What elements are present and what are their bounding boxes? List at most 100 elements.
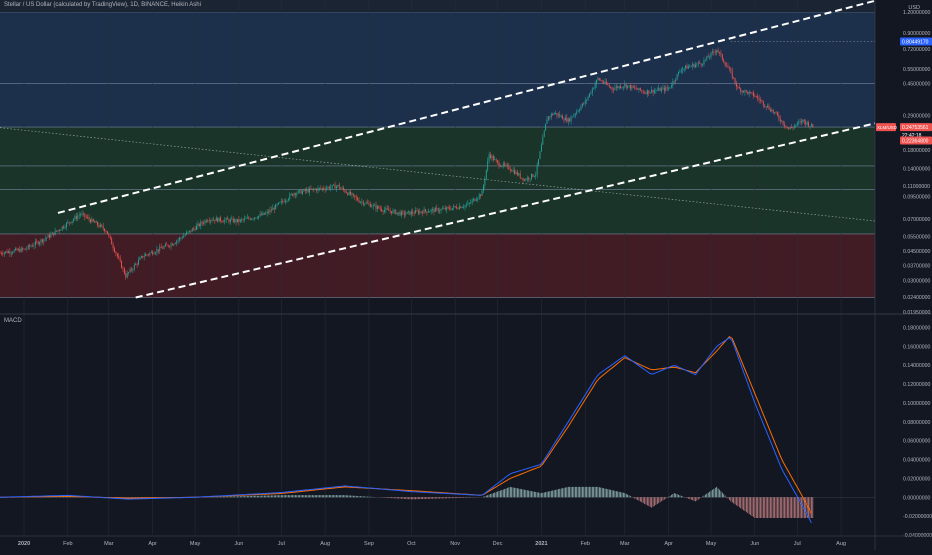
macd-axis[interactable]: 0.180000000.160000000.140000000.12000000… bbox=[903, 325, 932, 539]
candle-body bbox=[655, 90, 656, 91]
candle-body bbox=[603, 82, 604, 83]
candle-body bbox=[624, 84, 625, 86]
candle-body bbox=[1, 253, 2, 254]
candle-body bbox=[262, 213, 263, 215]
price-tick-label: 1.20000000 bbox=[903, 10, 931, 16]
candle-body bbox=[159, 247, 160, 251]
candle-body bbox=[152, 252, 153, 254]
candle-body bbox=[719, 52, 720, 53]
candle-body bbox=[340, 188, 341, 189]
candle-body bbox=[125, 274, 126, 278]
candle-body bbox=[684, 68, 685, 69]
candle-body bbox=[156, 249, 157, 252]
candle-body bbox=[759, 98, 760, 100]
candle-body bbox=[737, 87, 738, 88]
candle-body bbox=[97, 222, 98, 225]
candle-body bbox=[31, 246, 32, 247]
candle-body bbox=[230, 219, 231, 222]
candle-body bbox=[629, 85, 630, 86]
candle-body bbox=[804, 119, 805, 121]
candle-body bbox=[322, 188, 323, 189]
candle-body bbox=[771, 110, 772, 111]
candle-body bbox=[84, 214, 85, 217]
candle-body bbox=[681, 70, 682, 71]
candle-body bbox=[238, 219, 239, 222]
candle-body bbox=[323, 188, 324, 189]
candle-body bbox=[733, 78, 734, 79]
candle-body bbox=[299, 190, 300, 191]
macd-tick-label: 0.00000000 bbox=[903, 495, 931, 501]
candle-body bbox=[750, 92, 751, 93]
candle-body bbox=[802, 119, 803, 122]
low-price-tag-text: 0.22364800 bbox=[902, 139, 929, 145]
candle-body bbox=[257, 218, 258, 219]
candle-body bbox=[773, 110, 774, 112]
candle-body bbox=[583, 104, 584, 105]
candle-body bbox=[360, 202, 361, 203]
candle-body bbox=[103, 226, 104, 229]
candle-body bbox=[132, 269, 133, 270]
candle-body bbox=[104, 229, 105, 231]
candle-body bbox=[270, 210, 271, 213]
candle-body bbox=[303, 189, 304, 191]
time-tick-label: Aug bbox=[320, 541, 330, 547]
candle-body bbox=[326, 188, 327, 190]
candle-body bbox=[706, 56, 707, 59]
candle-body bbox=[501, 166, 502, 167]
candle-body bbox=[565, 118, 566, 121]
candle-body bbox=[294, 193, 295, 195]
candle-body bbox=[770, 109, 771, 111]
candle-body bbox=[752, 92, 753, 93]
candle-body bbox=[296, 193, 297, 195]
macd-tick-label: 0.08000000 bbox=[903, 420, 931, 426]
candle-body bbox=[206, 220, 207, 221]
candle-body bbox=[510, 169, 511, 170]
candle-body bbox=[732, 71, 733, 78]
candle-body bbox=[708, 56, 709, 57]
candle-body bbox=[281, 201, 282, 202]
price-axis[interactable]: USD1.200000000.900000000.720000000.55000… bbox=[903, 5, 931, 316]
candle-body bbox=[180, 238, 181, 239]
candle-body bbox=[470, 203, 471, 204]
candle-body bbox=[231, 219, 232, 220]
candle-body bbox=[62, 227, 63, 230]
candle-body bbox=[784, 124, 785, 125]
candle-body bbox=[545, 124, 546, 131]
candle-body bbox=[176, 241, 177, 243]
candle-body bbox=[202, 222, 203, 223]
candle-body bbox=[113, 244, 114, 248]
candle-body bbox=[387, 208, 388, 209]
candle-body bbox=[368, 203, 369, 204]
candle-body bbox=[647, 90, 648, 94]
candle-body bbox=[718, 50, 719, 52]
price-tick-label: 0.11000000 bbox=[903, 184, 930, 190]
candle-body bbox=[419, 211, 420, 213]
macd-signal-line bbox=[0, 337, 811, 514]
candle-body bbox=[769, 106, 770, 109]
candle-body bbox=[671, 86, 672, 88]
candle-body bbox=[244, 218, 245, 219]
candle-body bbox=[487, 161, 488, 170]
candle-body bbox=[667, 87, 668, 88]
candle-body bbox=[226, 218, 227, 220]
candle-body bbox=[217, 218, 218, 222]
candle-body bbox=[79, 215, 80, 216]
candle-body bbox=[638, 88, 639, 90]
candle-body bbox=[154, 253, 155, 254]
candle-body bbox=[441, 209, 442, 211]
price-band bbox=[0, 127, 875, 166]
candle-body bbox=[588, 97, 589, 100]
candle-body bbox=[739, 87, 740, 88]
candle-body bbox=[43, 239, 44, 242]
candle-body bbox=[301, 190, 302, 194]
candle-body bbox=[486, 170, 487, 179]
symbol-title[interactable]: Stellar / US Dollar (calculated by Tradi… bbox=[4, 2, 201, 8]
candle-body bbox=[49, 235, 50, 237]
candle-body bbox=[74, 216, 75, 219]
candle-body bbox=[147, 254, 148, 255]
candle-body bbox=[272, 208, 273, 210]
price-tick-label: 0.18000000 bbox=[903, 148, 931, 154]
candle-body bbox=[756, 96, 757, 97]
